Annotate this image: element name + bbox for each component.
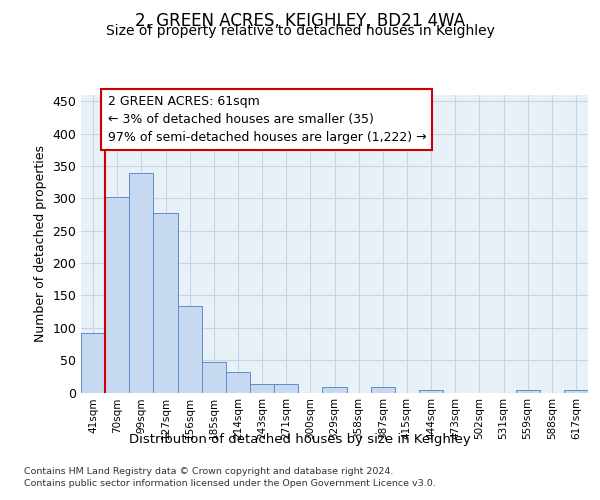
Text: 2 GREEN ACRES: 61sqm
← 3% of detached houses are smaller (35)
97% of semi-detach: 2 GREEN ACRES: 61sqm ← 3% of detached ho… xyxy=(107,95,426,144)
Bar xyxy=(154,212,178,392)
Bar xyxy=(564,390,588,392)
Bar xyxy=(129,172,154,392)
Text: Distribution of detached houses by size in Keighley: Distribution of detached houses by size … xyxy=(129,432,471,446)
Text: 2, GREEN ACRES, KEIGHLEY, BD21 4WA: 2, GREEN ACRES, KEIGHLEY, BD21 4WA xyxy=(135,12,465,30)
Bar xyxy=(419,390,443,392)
Bar xyxy=(322,386,347,392)
Bar xyxy=(226,372,250,392)
Bar xyxy=(81,333,105,392)
Bar xyxy=(202,362,226,392)
Bar xyxy=(515,390,540,392)
Bar xyxy=(178,306,202,392)
Text: Size of property relative to detached houses in Keighley: Size of property relative to detached ho… xyxy=(106,24,494,38)
Y-axis label: Number of detached properties: Number of detached properties xyxy=(34,145,47,342)
Bar xyxy=(274,384,298,392)
Text: Contains HM Land Registry data © Crown copyright and database right 2024.: Contains HM Land Registry data © Crown c… xyxy=(24,468,394,476)
Bar xyxy=(250,384,274,392)
Bar xyxy=(371,386,395,392)
Text: Contains public sector information licensed under the Open Government Licence v3: Contains public sector information licen… xyxy=(24,479,436,488)
Bar xyxy=(105,196,129,392)
